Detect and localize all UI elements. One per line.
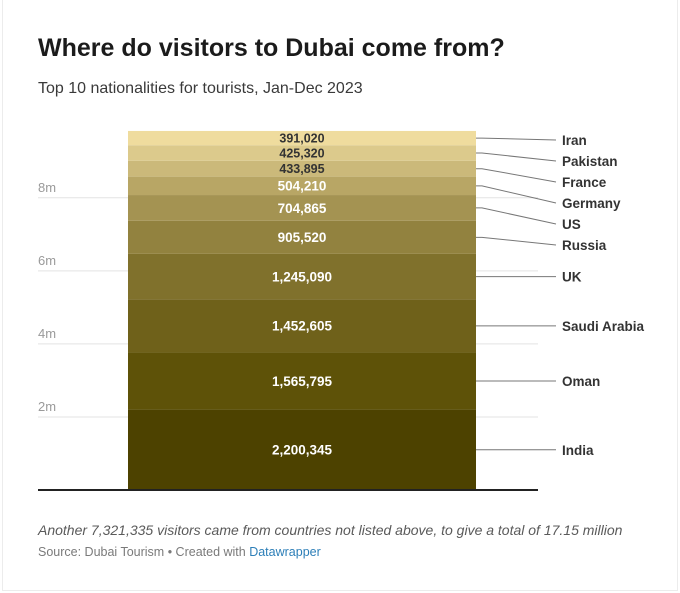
bar-segment-india bbox=[128, 409, 476, 490]
connector-line bbox=[476, 152, 557, 162]
connector-line bbox=[476, 236, 557, 246]
data-label: 905,520 bbox=[278, 230, 327, 245]
y-axis-ticks: 2m 4m 6m 8m bbox=[38, 180, 56, 414]
y-tick-label: 4m bbox=[38, 326, 56, 341]
bar-segment-france bbox=[128, 160, 476, 177]
stacked-bar-chart: 2m 4m 6m 8m 2,200,345 1,565,795 1,452,605 1,24… bbox=[38, 130, 645, 491]
separator: • bbox=[164, 545, 176, 559]
connector-line bbox=[476, 168, 557, 183]
country-label: Russia bbox=[562, 238, 607, 253]
connector-line bbox=[476, 137, 557, 141]
country-label: Saudi Arabia bbox=[562, 319, 645, 334]
data-label: 391,020 bbox=[279, 132, 324, 146]
bar-segments: 2,200,345 1,565,795 1,452,605 1,245,090 905,… bbox=[128, 130, 476, 490]
source-text: Source: Dubai Tourism bbox=[38, 545, 165, 559]
label-connectors bbox=[476, 137, 557, 451]
bar-segment-us bbox=[128, 195, 476, 221]
chart-subtitle: Top 10 nationalities for tourists, Jan-D… bbox=[38, 80, 363, 97]
country-label: India bbox=[562, 443, 594, 458]
country-label: Iran bbox=[562, 133, 587, 148]
bar-segment-saudi-arabia bbox=[128, 299, 476, 353]
country-label: France bbox=[562, 175, 607, 190]
source-line: Source: Dubai Tourism • Created with Dat… bbox=[38, 545, 321, 559]
y-tick-label: 6m bbox=[38, 253, 56, 268]
country-labels: India Oman Saudi Arabia UK Russia US Germany Fr… bbox=[562, 133, 645, 458]
bar-segment-uk bbox=[128, 253, 476, 300]
chart-title: Where do visitors to Dubai come from? bbox=[38, 34, 505, 62]
footnote: Another 7,321,335 visitors came from cou… bbox=[38, 522, 623, 538]
country-label: Oman bbox=[562, 374, 600, 389]
created-with-text: Created with bbox=[175, 545, 250, 559]
bar-segment-russia bbox=[128, 220, 476, 254]
connector-line bbox=[476, 185, 557, 204]
y-tick-label: 8m bbox=[38, 180, 56, 195]
country-label: Germany bbox=[562, 196, 621, 211]
data-label: 704,865 bbox=[278, 201, 327, 216]
data-label: 504,210 bbox=[278, 179, 327, 194]
connector-line bbox=[476, 207, 557, 225]
data-label: 1,452,605 bbox=[272, 319, 333, 334]
country-label: UK bbox=[562, 270, 582, 285]
country-label: Pakistan bbox=[562, 154, 618, 169]
bar-segment-iran bbox=[128, 130, 476, 146]
data-label: 2,200,345 bbox=[272, 443, 333, 458]
y-tick-label: 2m bbox=[38, 399, 56, 414]
bar-segment-germany bbox=[128, 176, 476, 196]
data-label: 425,320 bbox=[279, 147, 324, 161]
data-label: 1,245,090 bbox=[272, 269, 332, 284]
datawrapper-link[interactable]: Datawrapper bbox=[249, 545, 321, 559]
bar-segment-pakistan bbox=[128, 145, 476, 161]
data-label: 433,895 bbox=[279, 162, 324, 176]
country-label: US bbox=[562, 217, 581, 232]
bar-segment-oman bbox=[128, 352, 476, 410]
data-label: 1,565,795 bbox=[272, 374, 333, 389]
